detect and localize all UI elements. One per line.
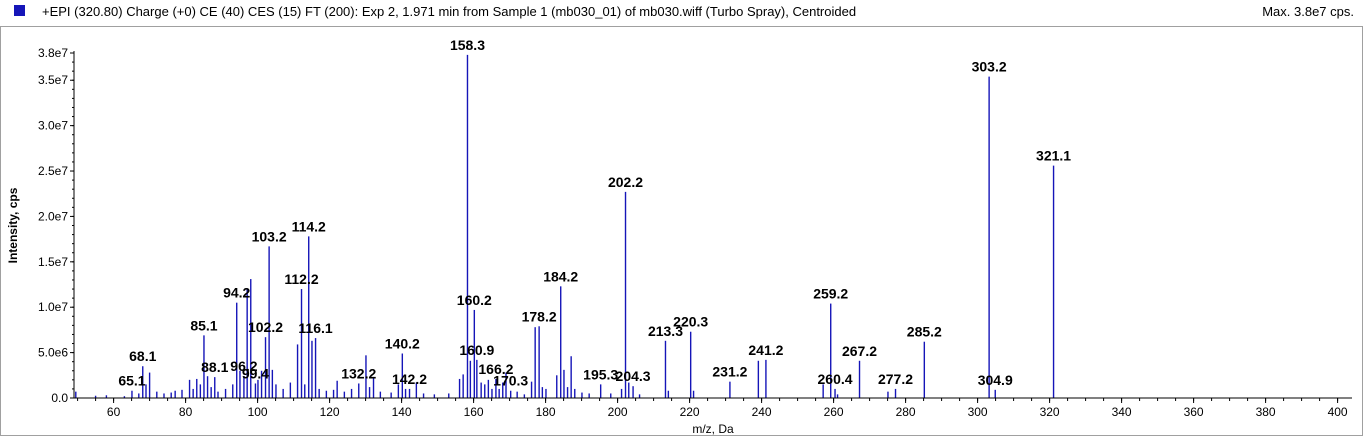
peak-label: 304.9 xyxy=(978,372,1013,388)
peak-label: 184.2 xyxy=(543,268,578,284)
y-axis-label: Intensity, cps xyxy=(6,187,20,263)
x-tick-label: 340 xyxy=(1112,405,1132,419)
x-tick-label: 200 xyxy=(608,405,628,419)
peak-label: 103.2 xyxy=(252,228,287,244)
max-intensity-label: Max. 3.8e7 cps. xyxy=(1262,4,1354,19)
x-tick-label: 400 xyxy=(1328,405,1348,419)
y-tick-label: 2.0e7 xyxy=(38,209,68,223)
x-tick-label: 300 xyxy=(968,405,988,419)
peak-label: 220.3 xyxy=(673,314,708,330)
y-tick-label: 1.0e7 xyxy=(38,300,68,314)
x-axis-ticks: 60 80 100 120 140 160 180 200 220 240 260 280 300 320… xyxy=(77,398,1348,419)
x-tick-label: 320 xyxy=(1040,405,1060,419)
peak-label: 267.2 xyxy=(842,343,877,359)
x-tick-label: 80 xyxy=(179,405,193,419)
series-color-swatch xyxy=(14,5,25,16)
peak-labels: 65.1 68.1 85.1 88.1 94.2 96.299.4 102.2 103.2 11… xyxy=(118,37,1071,389)
peak-label: 260.4 xyxy=(818,371,853,387)
y-tick-label: 3.8e7 xyxy=(38,46,68,60)
peak-label: 116.1 xyxy=(298,320,332,336)
x-tick-label: 100 xyxy=(248,405,268,419)
peak-label: 170.3 xyxy=(493,373,528,389)
peak-label: 94.2 xyxy=(223,285,250,301)
peak-label: 85.1 xyxy=(190,317,217,333)
peak-label: 112.2 xyxy=(284,271,318,287)
peak-label: 166.2 xyxy=(478,361,513,377)
y-tick-label: 5.0e6 xyxy=(38,346,68,360)
y-tick-label: 3.5e7 xyxy=(38,73,68,87)
spectrum-header: +EPI (320.80) Charge (+0) CE (40) CES (1… xyxy=(0,0,1364,26)
peak-label: 96.2 xyxy=(230,358,257,374)
y-tick-label: 0.0 xyxy=(51,391,68,405)
plot-frame: 0.0 5.0e6 1.0e7 1.5e7 2.0e7 2.5e7 3.0e7 3.5e7 3.… xyxy=(0,26,1363,436)
peak-label: 204.3 xyxy=(616,368,651,384)
peak-label: 158.3 xyxy=(450,37,485,53)
peak-label: 231.2 xyxy=(712,364,747,380)
peak-label: 142.2 xyxy=(392,371,427,387)
x-tick-label: 240 xyxy=(752,405,772,419)
x-axis-label: m/z, Da xyxy=(692,422,734,435)
peak-label: 99.4 xyxy=(242,365,269,381)
mass-spectrum-chart[interactable]: 0.0 5.0e6 1.0e7 1.5e7 2.0e7 2.5e7 3.0e7 3.5e7 3.… xyxy=(1,27,1363,435)
x-tick-label: 380 xyxy=(1256,405,1276,419)
x-tick-label: 260 xyxy=(824,405,844,419)
peak-label: 140.2 xyxy=(385,336,420,352)
x-tick-label: 160 xyxy=(464,405,484,419)
peak-label: 132.2 xyxy=(341,365,376,381)
peak-label: 202.2 xyxy=(608,174,643,190)
spectrum-title: +EPI (320.80) Charge (+0) CE (40) CES (1… xyxy=(42,4,857,19)
peak-label: 259.2 xyxy=(813,286,848,302)
spectrum-peaks xyxy=(75,54,1055,398)
peak-label: 114.2 xyxy=(292,218,326,234)
peak-label: 241.2 xyxy=(748,342,783,358)
peak-label: 88.1 xyxy=(201,359,228,375)
peak-label: 321.1 xyxy=(1036,148,1071,164)
x-tick-label: 120 xyxy=(320,405,340,419)
peak-label: 285.2 xyxy=(907,324,942,340)
x-tick-label: 60 xyxy=(107,405,121,419)
y-tick-label: 2.5e7 xyxy=(38,164,68,178)
peak-label: 68.1 xyxy=(129,348,156,364)
peak-label: 213.3 xyxy=(648,323,683,339)
y-tick-label: 3.0e7 xyxy=(38,119,68,133)
x-tick-label: 280 xyxy=(896,405,916,419)
y-tick-label: 1.5e7 xyxy=(38,255,68,269)
x-tick-label: 220 xyxy=(680,405,700,419)
peak-label: 303.2 xyxy=(972,59,1007,75)
x-tick-label: 140 xyxy=(392,405,412,419)
peak-label: 178.2 xyxy=(522,308,557,324)
peak-label: 65.1 xyxy=(118,373,145,389)
peak-label: 102.2 xyxy=(248,319,283,335)
x-tick-label: 360 xyxy=(1184,405,1204,419)
peak-label: 195.3 xyxy=(583,366,618,382)
x-tick-label: 180 xyxy=(536,405,556,419)
peak-label: 160.9 xyxy=(459,342,494,358)
peak-label: 160.2 xyxy=(457,292,492,308)
y-axis-ticks: 0.0 5.0e6 1.0e7 1.5e7 2.0e7 2.5e7 3.0e7 3.5e7 3.… xyxy=(38,46,74,405)
peak-label: 277.2 xyxy=(878,371,913,387)
